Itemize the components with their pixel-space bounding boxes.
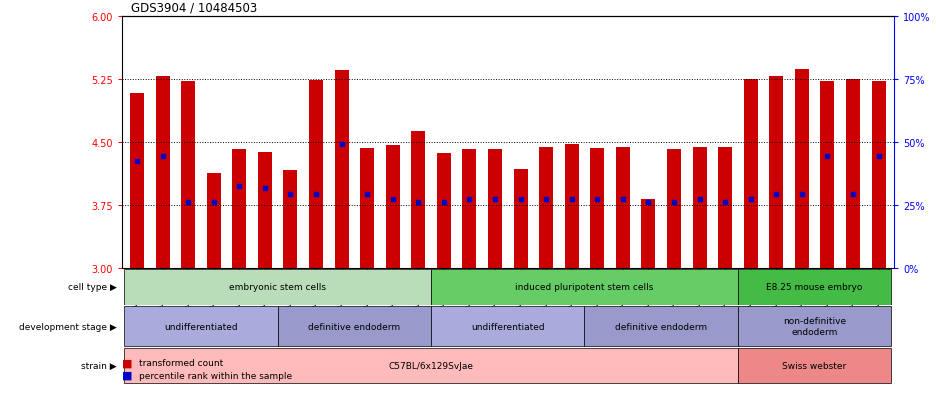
Bar bbox=[124, 306, 278, 346]
Bar bbox=[232, 149, 246, 268]
Bar bbox=[431, 306, 584, 346]
Bar bbox=[182, 82, 196, 268]
Bar bbox=[488, 150, 502, 268]
Bar bbox=[693, 147, 707, 268]
Text: undifferentiated: undifferentiated bbox=[164, 322, 238, 331]
Text: C57BL/6x129SvJae: C57BL/6x129SvJae bbox=[388, 361, 474, 370]
Bar bbox=[616, 147, 630, 268]
Bar bbox=[155, 77, 169, 268]
Bar bbox=[871, 82, 885, 268]
Bar bbox=[124, 348, 738, 383]
Bar bbox=[738, 306, 891, 346]
Bar bbox=[437, 153, 451, 268]
Bar bbox=[738, 269, 891, 305]
Text: definitive endoderm: definitive endoderm bbox=[615, 322, 708, 331]
Bar bbox=[334, 71, 348, 268]
Bar bbox=[124, 269, 431, 305]
Text: transformed count: transformed count bbox=[139, 358, 223, 368]
Bar bbox=[130, 94, 144, 268]
Bar bbox=[820, 82, 834, 268]
Text: undifferentiated: undifferentiated bbox=[471, 322, 545, 331]
Bar bbox=[641, 199, 655, 268]
Bar bbox=[386, 146, 400, 268]
Text: cell type ▶: cell type ▶ bbox=[68, 282, 117, 292]
Text: percentile rank within the sample: percentile rank within the sample bbox=[139, 371, 292, 380]
Bar bbox=[584, 306, 738, 346]
Bar bbox=[514, 169, 528, 268]
Bar bbox=[795, 70, 809, 268]
Bar bbox=[360, 148, 374, 268]
Text: induced pluripotent stem cells: induced pluripotent stem cells bbox=[516, 282, 653, 292]
Text: non-definitive
endoderm: non-definitive endoderm bbox=[783, 317, 846, 336]
Bar bbox=[207, 173, 221, 268]
Bar bbox=[846, 80, 860, 268]
Text: development stage ▶: development stage ▶ bbox=[20, 322, 117, 331]
Text: embryonic stem cells: embryonic stem cells bbox=[229, 282, 326, 292]
Text: definitive endoderm: definitive endoderm bbox=[308, 322, 401, 331]
Bar bbox=[718, 147, 732, 268]
Bar bbox=[744, 80, 758, 268]
Text: E8.25 mouse embryo: E8.25 mouse embryo bbox=[767, 282, 863, 292]
Text: strain ▶: strain ▶ bbox=[81, 361, 117, 370]
Bar bbox=[591, 148, 605, 268]
Text: ■: ■ bbox=[122, 370, 132, 380]
Bar bbox=[462, 149, 476, 268]
Bar bbox=[667, 150, 681, 268]
Bar bbox=[411, 132, 425, 268]
Bar bbox=[564, 144, 578, 268]
Text: Swiss webster: Swiss webster bbox=[782, 361, 847, 370]
Text: GDS3904 / 10484503: GDS3904 / 10484503 bbox=[131, 2, 257, 14]
Bar bbox=[278, 306, 431, 346]
Bar bbox=[431, 269, 738, 305]
Bar bbox=[309, 81, 323, 268]
Text: ■: ■ bbox=[122, 358, 132, 368]
Bar bbox=[284, 170, 298, 268]
Bar bbox=[539, 147, 553, 268]
Bar bbox=[738, 348, 891, 383]
Bar bbox=[257, 152, 271, 268]
Bar bbox=[769, 77, 783, 268]
